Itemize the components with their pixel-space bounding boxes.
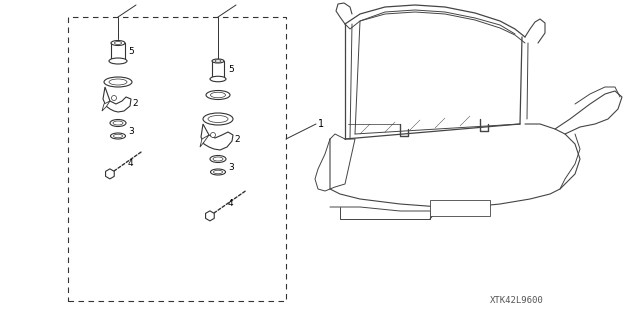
Text: 2: 2 — [132, 100, 138, 108]
Ellipse shape — [206, 91, 230, 100]
Ellipse shape — [110, 120, 126, 127]
Polygon shape — [201, 124, 233, 150]
Ellipse shape — [113, 134, 122, 138]
Ellipse shape — [111, 133, 125, 139]
Polygon shape — [106, 169, 114, 179]
Ellipse shape — [211, 92, 225, 98]
Ellipse shape — [104, 77, 132, 87]
Text: 3: 3 — [128, 127, 134, 136]
Ellipse shape — [215, 60, 221, 62]
Text: 5: 5 — [228, 64, 234, 73]
Ellipse shape — [113, 121, 123, 125]
Text: 1: 1 — [318, 119, 324, 129]
Ellipse shape — [115, 41, 122, 44]
Ellipse shape — [203, 113, 233, 125]
Text: 4: 4 — [228, 199, 234, 209]
Ellipse shape — [211, 169, 225, 175]
Text: XTK42L9600: XTK42L9600 — [490, 296, 544, 305]
Polygon shape — [205, 211, 214, 221]
Ellipse shape — [109, 79, 127, 85]
Text: 2: 2 — [234, 136, 239, 145]
Polygon shape — [200, 135, 209, 147]
Ellipse shape — [210, 155, 226, 162]
Bar — [111, 43, 125, 61]
Bar — [68, 17, 286, 301]
Polygon shape — [103, 87, 131, 112]
Ellipse shape — [210, 76, 226, 82]
Ellipse shape — [214, 170, 223, 174]
Bar — [430, 200, 490, 216]
Ellipse shape — [213, 157, 223, 161]
Ellipse shape — [109, 58, 127, 64]
Text: 3: 3 — [228, 162, 234, 172]
Bar — [212, 61, 224, 79]
Text: 5: 5 — [128, 48, 134, 56]
Ellipse shape — [212, 59, 224, 63]
Circle shape — [111, 95, 116, 100]
Ellipse shape — [208, 115, 228, 122]
Ellipse shape — [111, 41, 125, 46]
Polygon shape — [102, 101, 110, 111]
Text: 4: 4 — [128, 160, 134, 168]
Circle shape — [211, 132, 216, 137]
